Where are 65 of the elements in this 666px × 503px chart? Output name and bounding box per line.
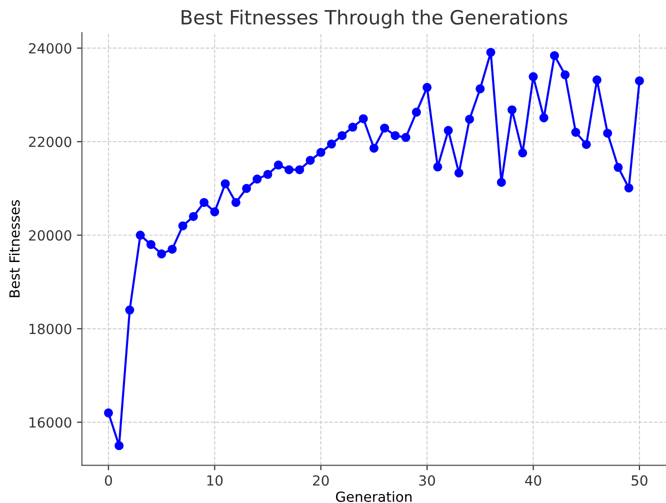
y-tick-label: 16000 <box>30 417 72 428</box>
point <box>528 72 538 82</box>
point <box>614 162 623 172</box>
point <box>560 70 570 80</box>
point <box>220 179 230 188</box>
point <box>178 221 188 230</box>
point <box>252 174 262 184</box>
x-tick-label: 50 <box>632 475 648 486</box>
x-tick-label: 30 <box>419 475 435 486</box>
point <box>157 249 166 258</box>
x-tick-label: 0 <box>104 475 112 486</box>
point <box>539 113 548 122</box>
y-axis-title: Best Fitnesses <box>9 200 20 298</box>
point <box>571 128 580 137</box>
point <box>465 114 474 124</box>
point <box>412 108 421 117</box>
point <box>380 124 390 133</box>
point <box>125 306 134 315</box>
point <box>369 144 378 153</box>
point <box>390 131 400 140</box>
point <box>136 230 145 240</box>
point <box>316 148 326 157</box>
point <box>486 48 496 57</box>
point <box>168 244 177 254</box>
point <box>518 148 528 158</box>
x-axis-title: Generation <box>336 491 412 502</box>
point <box>338 131 347 140</box>
point <box>401 132 410 142</box>
y-tick-label: 24000 <box>29 43 72 54</box>
point <box>114 441 124 450</box>
chart-title: Best Fitnesses Through the Generations <box>182 10 568 28</box>
point <box>550 51 560 60</box>
point <box>454 168 464 178</box>
point <box>306 156 315 165</box>
point <box>592 75 602 84</box>
point <box>476 84 485 94</box>
point <box>348 122 358 132</box>
y-tick-label: 18000 <box>30 324 72 334</box>
point <box>422 82 432 92</box>
point <box>508 105 517 114</box>
point <box>295 165 304 174</box>
y-tick-label: 20000 <box>29 230 72 241</box>
point <box>284 165 294 174</box>
x-tick-label: 10 <box>207 475 223 486</box>
x-tick-label: 40 <box>525 475 542 486</box>
point <box>444 126 453 135</box>
y-tick-label: 22000 <box>29 136 72 148</box>
point <box>326 139 336 149</box>
point <box>210 207 220 216</box>
point <box>231 198 240 207</box>
point <box>433 162 442 172</box>
point <box>263 170 272 179</box>
point <box>200 198 209 207</box>
x-tick-label: 20 <box>313 475 329 486</box>
point <box>496 178 506 187</box>
point <box>104 408 113 418</box>
point <box>274 160 283 170</box>
point <box>188 212 198 221</box>
point <box>358 114 368 124</box>
point <box>582 140 591 149</box>
point <box>624 183 634 192</box>
point <box>603 128 612 138</box>
point <box>242 184 252 193</box>
point <box>146 240 156 250</box>
point <box>634 76 644 86</box>
